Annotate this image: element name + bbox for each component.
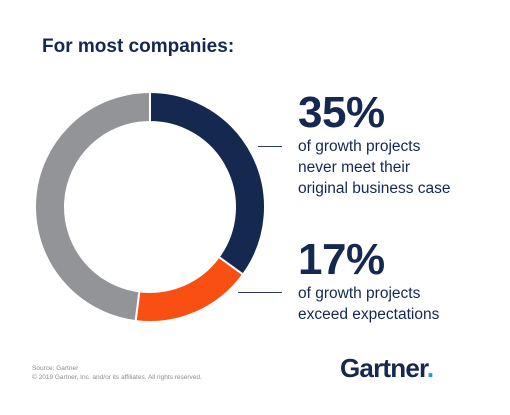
source-line: Source: Gartner: [32, 365, 79, 372]
source-note: Source: Gartner © 2019 Gartner, Inc. and…: [32, 364, 202, 382]
chart-title: For most companies:: [42, 36, 235, 57]
stat-desc-line: of growth projects: [298, 138, 421, 155]
stat-desc-line: exceed expectations: [298, 306, 440, 323]
donut-slice-remainder: [34, 90, 151, 323]
gartner-logo: Gartner.: [340, 353, 434, 383]
stat-desc-line: never meet their: [298, 159, 410, 176]
logo-dot: .: [426, 353, 434, 383]
stat-description: of growth projects exceed expectations: [298, 283, 439, 325]
stat-callout-35: 35% of growth projects never meet their …: [298, 91, 451, 199]
copyright-line: © 2019 Gartner, Inc. and/or its affiliat…: [32, 374, 202, 381]
stat-desc-line: original business case: [298, 180, 451, 197]
logo-text: Gartner: [340, 353, 428, 383]
leader-line-35: [258, 146, 282, 147]
donut-slice-17pct: [134, 255, 245, 323]
stat-value: 17%: [298, 235, 385, 284]
stat-desc-line: of growth projects: [298, 285, 421, 302]
leader-line-17: [238, 292, 282, 293]
donut-slice-35pct: [149, 90, 266, 276]
stat-description: of growth projects never meet their orig…: [298, 136, 451, 199]
stat-value: 35%: [298, 88, 385, 137]
stat-callout-17: 17% of growth projects exceed expectatio…: [298, 238, 439, 325]
